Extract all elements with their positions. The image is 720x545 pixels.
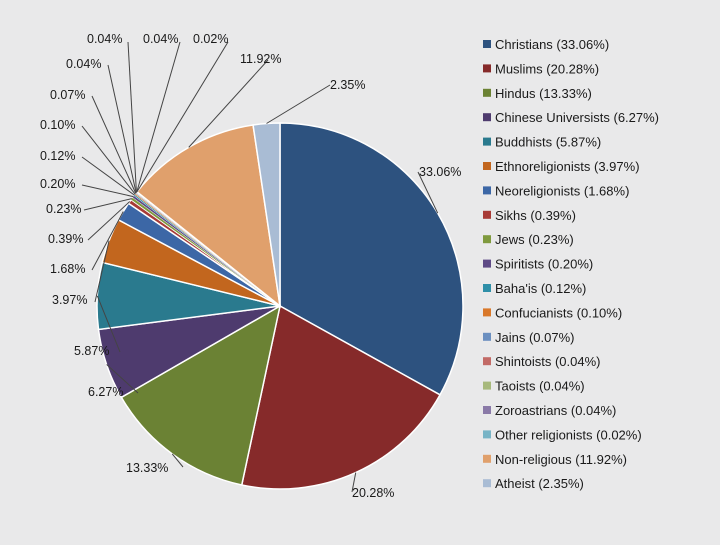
legend-swatch — [483, 381, 491, 390]
data-label: 0.23% — [46, 202, 81, 216]
data-label: 5.87% — [74, 344, 109, 358]
legend-swatch — [483, 137, 491, 146]
legend-entry: Other religionists (0.02%) — [495, 427, 642, 442]
leader-line — [91, 211, 124, 271]
legend-entry: Baha'is (0.12%) — [495, 281, 586, 296]
legend-swatch — [483, 332, 491, 341]
legend-entry: Chinese Universists (6.27%) — [495, 110, 659, 125]
legend-swatch — [483, 162, 491, 170]
pie-slice-hindus — [120, 304, 282, 486]
pie-slice-muslims — [240, 304, 442, 490]
legend-entry: Non-religious (11.92%) — [495, 452, 627, 467]
data-label: 0.39% — [48, 232, 83, 246]
data-label: 20.28% — [352, 486, 394, 500]
leader-line — [136, 41, 181, 193]
data-label: 33.06% — [419, 165, 461, 179]
leader-line — [107, 64, 137, 193]
legend-swatch — [483, 454, 491, 463]
leader-line — [81, 156, 135, 196]
legend-swatch — [483, 284, 491, 292]
data-label: 0.10% — [40, 118, 75, 132]
data-label: 2.35% — [330, 78, 365, 92]
legend-entry: Muslims (20.28%) — [495, 61, 599, 76]
leader-line — [127, 41, 137, 193]
data-label: 0.04% — [87, 32, 122, 46]
legend-entry: Zoroastrians (0.04%) — [495, 403, 616, 418]
legend-entry: Hindus (13.33%) — [495, 86, 592, 101]
legend-swatch — [483, 40, 491, 48]
legend-entry: Ethnoreligionists (3.97%) — [495, 159, 640, 174]
legend-swatch — [483, 430, 491, 439]
leader-line — [266, 84, 331, 124]
leader-line — [188, 59, 269, 148]
legend-entry: Shintoists (0.04%) — [495, 354, 601, 369]
legend-entry: Spiritists (0.20%) — [495, 257, 593, 272]
leader-line — [417, 171, 439, 214]
leader-line — [136, 41, 229, 193]
legend-swatch — [483, 186, 491, 195]
label-leaders — [81, 41, 439, 493]
data-label: 0.07% — [50, 88, 85, 102]
data-labels: 33.06% 20.28% 13.33% 6.27% 5.87% 3.97% 1.68% 0.… — [40, 32, 461, 500]
legend-entry: Jews (0.23%) — [495, 232, 574, 247]
data-label: 3.97% — [52, 293, 87, 307]
data-label: 1.68% — [50, 262, 85, 276]
leader-line — [106, 364, 139, 394]
legend-entry: Neoreligionists (1.68%) — [495, 183, 629, 198]
legend-swatch — [483, 113, 491, 122]
legend: Christians (33.06%) Muslims (20.28%) Hindu… — [483, 37, 659, 491]
leader-line — [81, 184, 134, 198]
data-label: 0.04% — [143, 32, 178, 46]
legend-swatch — [483, 259, 491, 268]
legend-entry: Christians (33.06%) — [495, 37, 609, 52]
legend-swatch — [483, 235, 491, 244]
data-label: 0.12% — [40, 149, 75, 163]
data-label: 0.20% — [40, 177, 75, 191]
data-label: 0.02% — [193, 32, 228, 46]
legend-entry: Buddhists (5.87%) — [495, 135, 601, 150]
leader-line — [87, 201, 131, 241]
leader-line — [91, 95, 137, 194]
legend-swatch — [483, 308, 491, 317]
leader-line — [83, 198, 132, 211]
data-label: 0.04% — [66, 57, 101, 71]
data-label: 11.92% — [240, 52, 281, 66]
legend-swatch — [483, 210, 491, 219]
leader-line — [96, 295, 121, 353]
leader-line — [171, 453, 184, 468]
legend-swatch — [483, 64, 491, 73]
legend-entry: Atheist (2.35%) — [495, 476, 584, 491]
legend-entry: Taoists (0.04%) — [495, 379, 585, 394]
data-label: 6.27% — [88, 385, 123, 399]
pie-slices — [96, 122, 464, 490]
legend-entry: Confucianists (0.10%) — [495, 305, 622, 320]
pie-slice-atheist — [252, 122, 281, 307]
leader-line — [81, 125, 136, 195]
pie-slice-non-religious — [135, 124, 282, 308]
legend-entry: Sikhs (0.39%) — [495, 208, 576, 223]
legend-entry: Jains (0.07%) — [495, 330, 574, 345]
legend-swatch — [483, 479, 491, 488]
legend-swatch — [483, 88, 491, 97]
leader-line — [351, 472, 357, 493]
leader-line — [94, 240, 110, 303]
legend-swatch — [483, 406, 491, 414]
legend-swatch — [483, 357, 491, 366]
data-label: 13.33% — [126, 461, 168, 475]
